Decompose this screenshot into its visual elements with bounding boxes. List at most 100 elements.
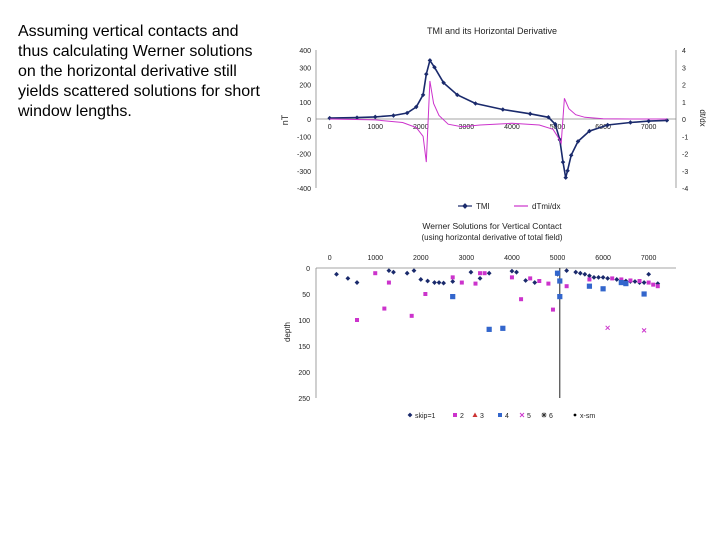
chart2-y-tick-label: 150 [298,344,310,351]
tmi-point [372,114,378,120]
werner-point-series-1 [641,280,647,285]
werner-point-series-1 [605,275,611,281]
legend-label-series-4: 4 [505,413,509,420]
chart1-x-tick-label: 4000 [504,124,520,131]
tmi-point [455,92,460,98]
chart1-y2-tick-label: 1 [682,100,686,107]
chart1-y2-tick-label: -4 [682,186,688,193]
legend-label-series-2: 2 [460,413,464,420]
werner-point-series-1 [614,277,620,282]
werner-point-series-1 [432,280,437,285]
chart1-y-tick-label: 400 [299,48,311,55]
tmi-point [565,168,570,174]
werner-point-series-1 [646,271,652,277]
chart1-x-tick-label: 0 [328,124,332,131]
chart2-x-tick-label: 6000 [595,255,611,262]
werner-point-series-1 [582,271,588,277]
chart1-x-tick-label: 3000 [459,124,475,131]
werner-point-series-2 [373,271,378,276]
werner-point-series-2 [646,280,651,285]
werner-point-series-2 [423,292,428,296]
werner-point-series-1 [523,278,529,283]
werner-point-series-1 [477,275,483,281]
tmi-series-line [329,58,667,178]
tmi-point [500,107,506,112]
werner-point-series-2 [655,284,660,289]
chart1-y2-tick-label: 4 [682,48,686,55]
chart2-title: Werner Solutions for Vertical Contact [422,221,562,231]
werner-point-series-2 [619,277,624,282]
werner-point-series-1 [386,268,392,274]
chart1-y-tick-label: -200 [297,152,311,159]
legend-marker-series-1 [407,412,413,418]
tmi-point [327,115,332,121]
werner-point-series-1 [441,280,446,286]
werner-point-series-2 [473,281,478,286]
chart1-y-tick-label: -100 [297,134,311,141]
werner-point-series-2 [637,279,642,283]
werner-point-series-1 [509,268,515,274]
chart1-y-tick-label: 200 [299,83,311,90]
chart1-y2-tick-label: 2 [682,83,686,90]
werner-point-series-4 [623,281,629,287]
chart2-x-tick-label: 4000 [504,255,520,262]
werner-point-series-2 [610,276,615,281]
werner-point-series-4 [641,291,647,297]
chart2-y-tick-label: 50 [302,292,310,299]
werner-point-series-1 [450,279,456,284]
werner-point-series-2 [382,306,387,311]
chart1-y-tick-label: 300 [299,65,311,72]
werner-point-series-2 [550,307,555,312]
chart1-y-tick-label: -300 [297,169,311,176]
werner-point-series-1 [591,274,597,280]
werner-point-series-1 [436,280,442,285]
werner-point-series-1 [596,274,601,280]
werner-point-series-1 [632,279,638,284]
werner-point-series-1 [425,278,431,284]
werner-point-series-1 [486,270,492,276]
werner-point-series-1 [600,274,606,280]
chart2-ylabel: depth [283,322,292,342]
legend-derivative: dTmi/dx [532,202,560,211]
chart2-legend: skip=1 2 3 4 5 6 x-sm [407,412,595,420]
chart2-x-tick-label: 5000 [550,255,566,262]
werner-point-series-1 [334,271,339,277]
werner-point-series-2 [386,280,391,285]
werner-point-series-2 [587,277,592,282]
chart1-y-tick-label: -400 [297,186,311,193]
chart1-x-tick-label: 5000 [550,124,566,131]
werner-point-series-2 [355,318,360,322]
chart1-x-tick-label: 6000 [595,124,611,131]
slide-caption: Assuming vertical contacts and thus calc… [18,23,260,120]
chart2-x-tick-label: 0 [328,255,332,262]
chart1-y2-tick-label: -2 [682,152,688,159]
werner-point-series-1 [345,275,351,281]
werner-point-series-1 [418,277,424,282]
werner-point-series-1 [532,280,538,285]
werner-point-series-1 [411,268,417,274]
tmi-point [560,159,566,165]
chart1-y2-tick-label: -3 [682,169,688,176]
werner-point-series-2 [450,275,455,280]
werner-point-series-2 [509,275,514,280]
werner-point-series-4 [486,326,492,332]
werner-point-series-1 [514,269,519,275]
werner-point-series-5 [605,325,610,331]
werner-point-series-2 [564,284,569,289]
legend-label-series-6: 6 [549,413,553,420]
tmi-point [424,71,429,77]
tmi-point [628,120,633,125]
werner-point-series-4 [554,270,561,276]
werner-point-series-2 [528,276,533,281]
werner-point-series-4 [450,294,456,300]
chart1-ylabel: nT [280,114,290,125]
chart2-y-tick-label: 100 [298,318,310,325]
chart2-x-tick-label: 2000 [413,255,429,262]
tmi-point [527,111,533,117]
legend-label-series-5: 5 [527,413,531,420]
tmi-point [391,113,396,118]
werner-point-series-2 [519,297,524,302]
legend-marker-series-5 [519,412,525,418]
legend-label-series-1: skip=1 [415,413,436,420]
